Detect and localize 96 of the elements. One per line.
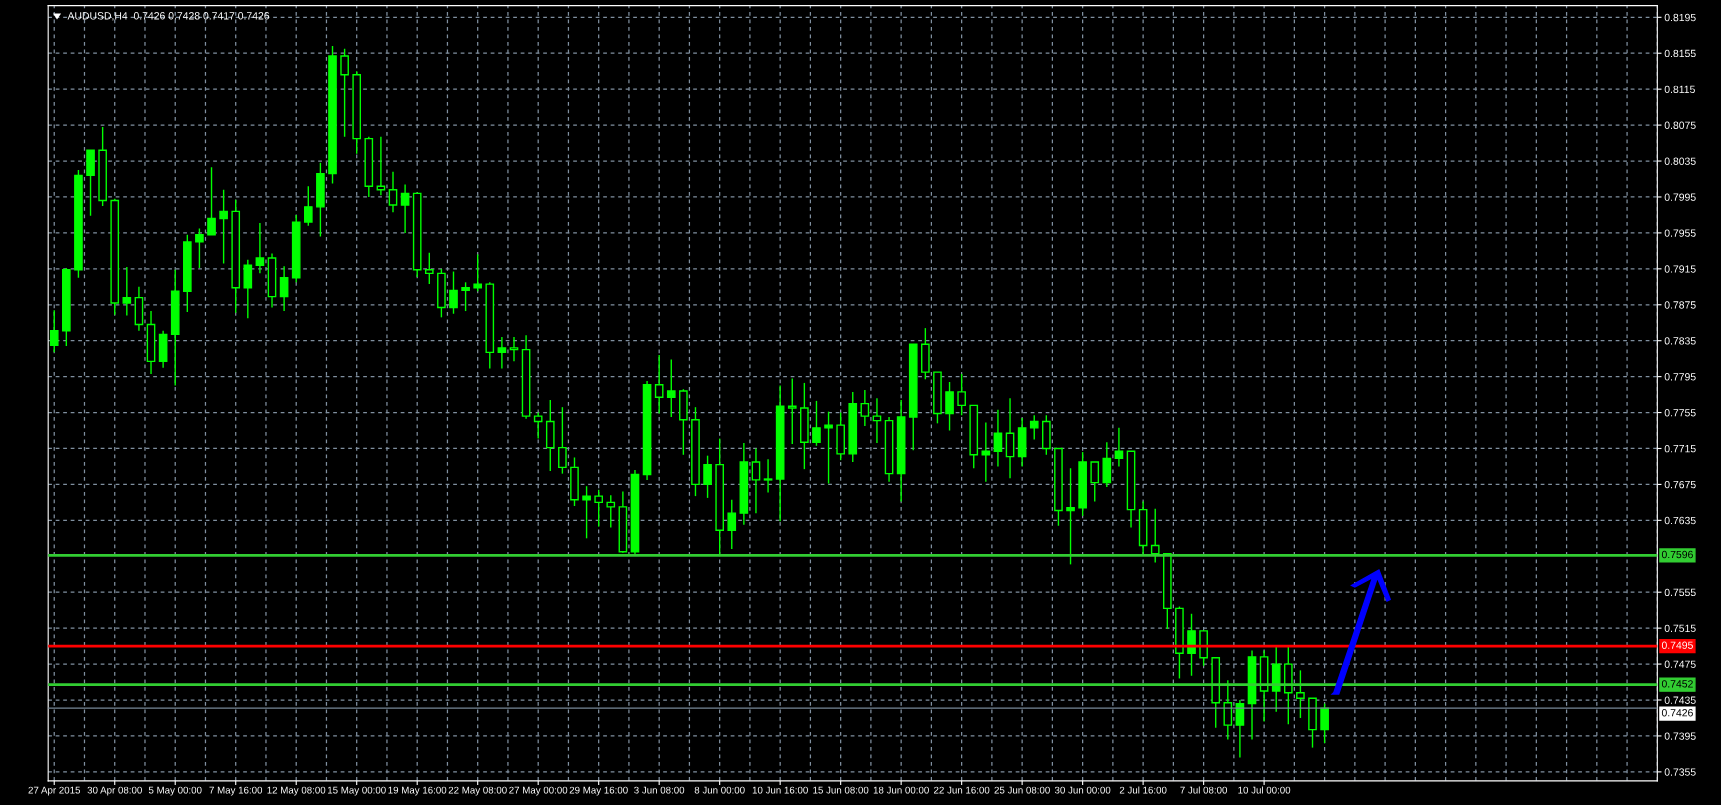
candlestick	[1029, 414, 1039, 441]
x-tick-label: 27 May 00:00	[509, 786, 568, 796]
x-tick-label: 7 May 16:00	[209, 786, 263, 796]
candlestick	[122, 266, 132, 317]
ref-line-label: 0.7495	[1661, 641, 1693, 649]
candlestick	[497, 336, 507, 370]
y-tick-label: 0.7555	[1664, 588, 1696, 597]
x-tick-label: 19 May 16:00	[388, 786, 447, 796]
candlestick	[461, 281, 470, 312]
candlestick	[340, 48, 349, 138]
candlestick	[49, 309, 59, 354]
x-tick-label: 3 Jun 08:00	[634, 786, 685, 794]
candlestick	[993, 409, 1003, 468]
candlestick	[703, 454, 712, 499]
y-tick-label: 0.7995	[1664, 193, 1696, 201]
candlestick	[1066, 467, 1075, 566]
candlestick	[594, 489, 604, 528]
y-tick-label: 0.7395	[1664, 732, 1696, 740]
candlestick	[812, 400, 821, 447]
x-tick-label: 29 May 16:00	[569, 786, 628, 796]
y-tick-label: 0.7635	[1664, 516, 1696, 525]
candlestick	[424, 251, 434, 285]
y-tick-label: 0.7475	[1664, 660, 1696, 668]
candlestick	[1150, 507, 1160, 564]
candlestick	[1005, 397, 1015, 479]
candlestick	[1296, 669, 1305, 719]
candlestick	[255, 222, 265, 275]
candlestick	[763, 458, 773, 494]
y-tick-label: 0.7715	[1664, 444, 1696, 453]
y-tick-label: 0.7675	[1664, 480, 1696, 489]
text: AUDUSD,H4 0.7426 0.7428 0.7417 0.7426	[67, 12, 270, 21]
x-tick-label: 12 May 08:00	[267, 786, 326, 796]
ref-line-label: 0.7596	[1661, 550, 1693, 559]
x-tick-label: 2 Jul 16:00	[1119, 786, 1167, 794]
x-tick-label: 25 Jun 08:00	[994, 786, 1050, 794]
ref-line-label: 0.7452	[1661, 680, 1693, 688]
candlestick	[558, 406, 567, 475]
x-tick-label: 30 Apr 08:00	[87, 786, 142, 796]
candlestick	[860, 389, 870, 427]
candlestick	[606, 494, 616, 529]
y-tick-label: 0.7515	[1664, 624, 1696, 633]
x-tick-label: 15 Jun 08:00	[813, 786, 869, 794]
y-tick-label: 0.7835	[1664, 337, 1696, 345]
x-tick-label: 22 May 08:00	[448, 786, 507, 796]
candlestick	[872, 397, 882, 444]
x-tick-label: 15 May 00:00	[327, 786, 386, 796]
candlestick	[751, 447, 761, 514]
y-tick-label: 0.7355	[1664, 768, 1696, 776]
candlestick	[1114, 427, 1124, 468]
y-tick-label: 0.7915	[1664, 265, 1696, 273]
y-tick-label: 0.7755	[1664, 409, 1696, 417]
y-tick-label: 0.8195	[1664, 13, 1696, 22]
y-tick-label: 0.7435	[1664, 696, 1696, 704]
candlestick	[509, 336, 519, 363]
candlestick	[195, 227, 204, 269]
candlestick	[376, 136, 386, 196]
candlestick	[279, 265, 289, 312]
y-tick-label: 0.8115	[1664, 85, 1695, 94]
y-tick-label: 0.8035	[1664, 157, 1696, 165]
candlestick	[207, 166, 216, 236]
x-tick-label: 5 May 00:00	[148, 786, 202, 796]
x-tick-label: 22 Jun 16:00	[934, 786, 990, 794]
x-tick-label: 10 Jul 00:00	[1238, 786, 1291, 794]
ref-line-label: 0.7426	[1661, 709, 1693, 717]
y-tick-label: 0.7955	[1664, 229, 1696, 237]
x-tick-label: 10 Jun 16:00	[752, 786, 808, 794]
candlestick	[727, 498, 737, 550]
y-tick-label: 0.7875	[1664, 301, 1696, 309]
candlestick	[582, 485, 591, 540]
candlestick	[654, 354, 664, 415]
candlestick	[243, 259, 253, 319]
x-tick-label: 8 Jun 00:00	[694, 786, 745, 794]
y-tick-label: 0.7795	[1664, 373, 1696, 381]
candlestick	[533, 411, 543, 440]
candlestick	[981, 421, 991, 483]
candlestick	[1320, 702, 1329, 744]
candlestick	[303, 185, 313, 227]
x-tick-label: 18 Jun 00:00	[873, 786, 929, 794]
candlestick	[787, 377, 797, 445]
candlestick	[824, 410, 833, 485]
x-tick-label: 7 Jul 08:00	[1180, 786, 1228, 794]
candlestick	[945, 381, 954, 432]
candlestick	[666, 358, 676, 418]
candlestick	[1223, 679, 1233, 741]
candlestick	[388, 171, 398, 213]
x-tick-label: 30 Jun 00:00	[1054, 786, 1111, 794]
candlestick	[219, 189, 228, 265]
candlestick	[1090, 461, 1100, 503]
candlestick	[957, 373, 966, 416]
candlestick	[473, 253, 483, 292]
candlestick	[400, 183, 410, 234]
x-tick-label: 27 Apr 2015	[28, 786, 81, 796]
y-tick-label: 0.8155	[1664, 49, 1696, 58]
candlestick	[1187, 613, 1196, 677]
y-tick-label: 0.8075	[1664, 121, 1696, 129]
candlestick	[449, 270, 458, 315]
